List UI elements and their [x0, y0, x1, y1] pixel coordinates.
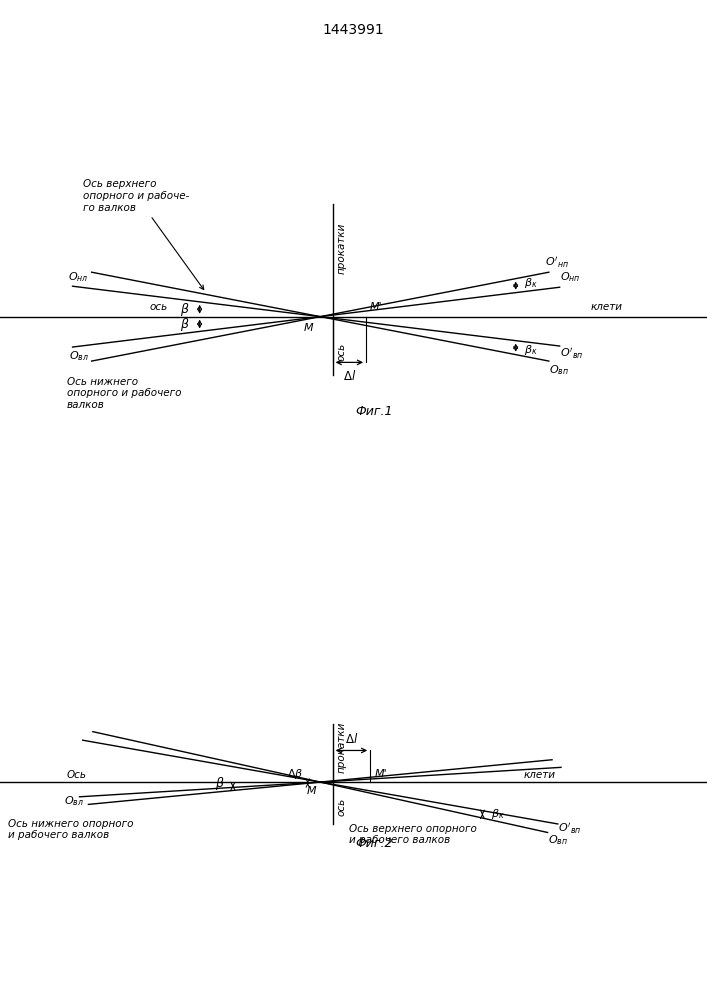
Text: прокатки: прокатки — [337, 721, 347, 773]
Text: $\Delta l$: $\Delta l$ — [345, 732, 358, 746]
Text: $O_{\mathit{вл}}$: $O_{\mathit{вл}}$ — [64, 794, 84, 808]
Text: ось: ось — [337, 342, 347, 361]
Text: клети: клети — [590, 302, 623, 312]
Text: ось: ось — [150, 302, 168, 312]
Text: Ось нижнего
опорного и рабочего
валков: Ось нижнего опорного и рабочего валков — [66, 377, 181, 410]
Text: Фиг.2: Фиг.2 — [356, 837, 393, 850]
Text: $\beta$: $\beta$ — [215, 775, 225, 792]
Text: $O_{\mathit{вл}}$: $O_{\mathit{вл}}$ — [69, 349, 89, 363]
Text: М': М' — [375, 769, 387, 779]
Text: клети: клети — [524, 770, 556, 780]
Text: $O_{\mathit{вп}}$: $O_{\mathit{вп}}$ — [549, 364, 569, 377]
Text: $O'_{\mathit{вп}}$: $O'_{\mathit{вп}}$ — [558, 821, 581, 836]
Text: $\Delta\beta$: $\Delta\beta$ — [287, 767, 303, 781]
Text: Ось: Ось — [66, 770, 86, 780]
Text: $\beta_\kappa$: $\beta_\kappa$ — [524, 276, 537, 290]
Text: $\beta$: $\beta$ — [180, 301, 189, 318]
Text: Ось верхнего
опорного и рабоче-
го валков: Ось верхнего опорного и рабоче- го валко… — [83, 179, 204, 290]
Text: $\beta_\kappa$: $\beta_\kappa$ — [491, 807, 504, 821]
Text: $O'_{\mathit{нп}}$: $O'_{\mathit{нп}}$ — [545, 255, 568, 270]
Text: Ось верхнего опорного
и рабочего валков: Ось верхнего опорного и рабочего валков — [349, 824, 477, 845]
Text: прокатки: прокатки — [337, 223, 347, 274]
Text: Ось нижнего опорного
и рабочего валков: Ось нижнего опорного и рабочего валков — [8, 819, 134, 840]
Text: $O_{\mathit{вп}}$: $O_{\mathit{вп}}$ — [548, 833, 568, 847]
Text: Фиг.1: Фиг.1 — [356, 405, 393, 418]
Text: М: М — [306, 786, 316, 796]
Text: $O'_{\mathit{вп}}$: $O'_{\mathit{вп}}$ — [560, 347, 583, 361]
Text: ось: ось — [337, 798, 347, 816]
Text: $O_{\mathit{нп}}$: $O_{\mathit{нп}}$ — [560, 270, 580, 284]
Text: $O_{\mathit{нл}}$: $O_{\mathit{нл}}$ — [69, 270, 89, 284]
Text: М': М' — [370, 302, 382, 312]
Text: $\beta$: $\beta$ — [180, 316, 189, 333]
Text: М: М — [304, 323, 314, 333]
Text: $\Delta l$: $\Delta l$ — [343, 369, 356, 383]
Text: $\beta_\kappa$: $\beta_\kappa$ — [524, 343, 537, 357]
Text: 1443991: 1443991 — [322, 23, 385, 37]
